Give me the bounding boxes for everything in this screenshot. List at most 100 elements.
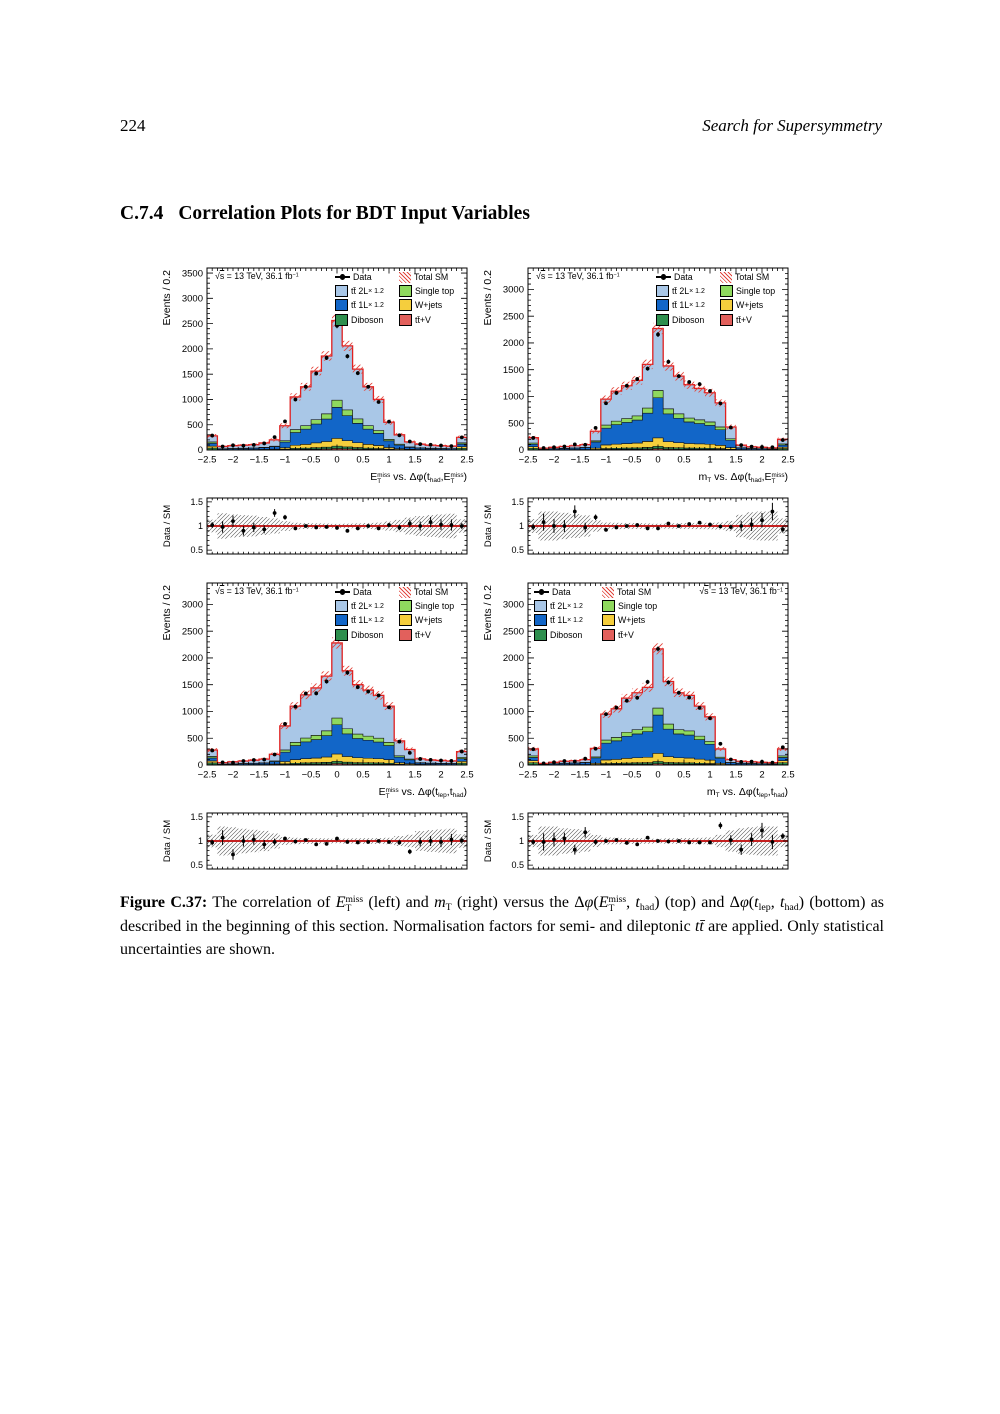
ratio-ticks <box>206 813 468 869</box>
legend-column: Total SM Single top W+jets tt̄+V <box>602 585 657 642</box>
legend-label-suffix: × 1.2 <box>368 616 384 624</box>
svg-text:−0.5: −0.5 <box>623 770 642 781</box>
legend-label: Total SM <box>735 272 770 283</box>
svg-text:0: 0 <box>198 445 203 456</box>
svg-text:1: 1 <box>198 836 203 846</box>
text-segment: Figure C.37: <box>120 894 208 911</box>
svg-text:500: 500 <box>508 733 524 744</box>
data-marker-icon <box>534 587 549 597</box>
text-segment: E <box>335 894 346 911</box>
legend-label-suffix: × 1.2 <box>689 301 705 309</box>
svg-text:−1.5: −1.5 <box>571 770 590 781</box>
svg-text:1: 1 <box>707 770 712 781</box>
axis-ticks <box>527 267 789 451</box>
legend-label: tt̄ 1L <box>672 300 690 311</box>
text-segment: √ <box>536 271 541 281</box>
svg-text:0: 0 <box>519 445 524 456</box>
svg-text:3500: 3500 <box>182 268 203 279</box>
svg-text:1: 1 <box>198 521 203 531</box>
legend-item-tt-2l: tt̄ 2L × 1.2 <box>656 284 705 298</box>
svg-text:0: 0 <box>519 760 524 771</box>
svg-text:0: 0 <box>334 455 339 466</box>
text-segment: m <box>434 894 446 911</box>
text-segment: ) <box>463 471 468 483</box>
text-segment: s <box>219 586 225 596</box>
text-segment: tt̄ <box>694 918 704 936</box>
svg-text:3000: 3000 <box>503 600 524 611</box>
text-segment: T <box>715 791 720 799</box>
text-segment: φ <box>584 894 594 911</box>
histogram-stack <box>528 648 788 765</box>
svg-text:−1.5: −1.5 <box>571 455 590 466</box>
text-segment: E <box>370 471 378 483</box>
legend-item-tt-v: tt̄+V <box>399 313 454 327</box>
svg-text:1.5: 1.5 <box>408 455 421 466</box>
legend-label: Total SM <box>617 587 652 598</box>
axis-tick-labels: −2.5 −2 −1.5 −1 −0.5 0 0.5 1 1.5 2 2.5 0 500 1000 1500… <box>182 268 474 465</box>
text-segment: ,t <box>446 786 453 798</box>
text-segment: ( <box>593 894 599 911</box>
legend-label-suffix: × 1.2 <box>689 287 705 295</box>
legend-item-w-jets: W+jets <box>399 613 454 627</box>
svg-text:−2.5: −2.5 <box>519 455 538 466</box>
text-segment: ) <box>784 471 789 483</box>
color-swatch-icon <box>602 628 615 641</box>
ratio-tick-labels: 0.5 1 1.5 <box>190 812 203 870</box>
legend-label: tt̄ 1L <box>550 615 568 626</box>
text-segment: E <box>764 471 772 483</box>
axis-tick-labels: −2.5 −2 −1.5 −1 −0.5 0 0.5 1 1.5 2 2.5 0 500 1000 1500… <box>503 600 795 781</box>
svg-text:2: 2 <box>759 770 764 781</box>
page-number: 224 <box>120 116 146 135</box>
chart-mt-vs-dphi-tlep-thad: −2.5 −2 −1.5 −1 −0.5 0 0.5 1 1.5 2 2.5 0 500 1000 1500… <box>443 573 818 877</box>
svg-text:3000: 3000 <box>503 285 524 296</box>
running-title: Search for Supersymmetry <box>702 116 882 135</box>
legend-item-data: Data <box>656 270 705 284</box>
svg-text:2500: 2500 <box>503 311 524 322</box>
legend-label: tt̄ 1L <box>351 615 369 626</box>
svg-text:1: 1 <box>519 836 524 846</box>
color-swatch-icon <box>720 299 733 312</box>
lumi-label: √s = 13 TeV, 36.1 fb−1 <box>699 586 783 596</box>
axis-tick-labels: −2.5 −2 −1.5 −1 −0.5 0 0.5 1 1.5 2 2.5 0 500 1000 1500… <box>503 285 795 466</box>
section-heading: C.7.4 Correlation Plots for BDT Input Var… <box>120 203 530 225</box>
text-segment: t <box>635 894 640 911</box>
svg-text:0.5: 0.5 <box>511 860 524 870</box>
ratio-ticks <box>527 498 789 554</box>
legend-item-total-sm: Total SM <box>602 585 657 599</box>
svg-text:1500: 1500 <box>503 365 524 376</box>
text-segment: ) <box>463 786 468 798</box>
svg-text:1000: 1000 <box>182 395 203 406</box>
legend-label: W+jets <box>736 300 764 311</box>
ratio-y-axis-title: Data / SM <box>162 505 173 547</box>
svg-text:1: 1 <box>707 455 712 466</box>
legend-label-suffix: × 1.2 <box>368 287 384 295</box>
ratio-ticks <box>527 813 789 869</box>
legend-item-tt-v: tt̄+V <box>720 313 775 327</box>
data-marker-icon <box>335 272 350 282</box>
svg-text:0.5: 0.5 <box>356 455 369 466</box>
legend-item-tt-1l: tt̄ 1L × 1.2 <box>335 613 384 627</box>
color-swatch-icon <box>335 600 348 613</box>
text-segment: √ <box>215 586 220 596</box>
text-segment: miss T <box>345 893 364 914</box>
legend-label: Data <box>353 272 372 283</box>
text-segment: −1 <box>292 272 299 279</box>
legend-item-data: Data <box>534 585 583 599</box>
text-segment: m <box>706 786 716 798</box>
data-marker-icon <box>335 587 350 597</box>
svg-text:−0.5: −0.5 <box>302 770 321 781</box>
legend-item-single-top: Single top <box>399 284 454 298</box>
color-swatch-icon <box>602 600 615 613</box>
color-swatch-icon <box>399 313 412 326</box>
legend-label: tt̄+V <box>736 314 752 325</box>
legend-column: Total SM Single top W+jets tt̄+V <box>399 270 454 327</box>
text-segment: lep <box>758 901 771 913</box>
svg-text:0.5: 0.5 <box>677 455 690 466</box>
legend-item-total-sm: Total SM <box>720 270 775 284</box>
ratio-tick-labels: 0.5 1 1.5 <box>511 497 524 555</box>
text-segment: = 13 TeV, 36.1 fb <box>224 586 293 596</box>
y-axis-title: Events / 0.2 <box>482 585 494 641</box>
color-swatch-icon <box>720 313 733 326</box>
svg-text:500: 500 <box>187 733 203 744</box>
